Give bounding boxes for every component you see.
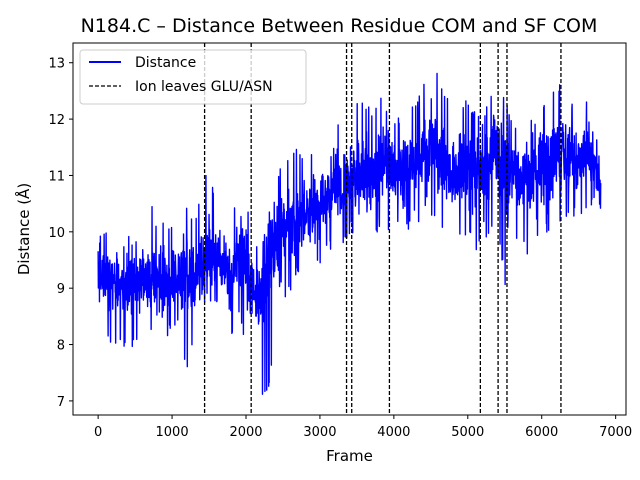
plot-area-frame xyxy=(72,42,627,416)
y-tick-label: 9 xyxy=(57,282,65,297)
y-axis: 7 8 9 10 11 12 13 xyxy=(48,57,73,410)
x-tick-label: 3000 xyxy=(303,425,336,440)
x-tick-label: 7000 xyxy=(599,425,632,440)
y-tick-label: 10 xyxy=(48,226,65,241)
y-tick-label: 8 xyxy=(57,339,65,354)
legend-box xyxy=(79,49,307,105)
legend-label-ion-leaves: Ion leaves GLU/ASN xyxy=(135,79,273,95)
x-axis-title: Frame xyxy=(326,447,373,465)
plot-data xyxy=(97,72,602,395)
series-line-distance xyxy=(97,72,602,395)
x-tick-label: 1000 xyxy=(156,425,189,440)
y-tick-label: 7 xyxy=(57,395,65,410)
chart-title: N184.C – Distance Between Residue COM an… xyxy=(81,15,598,37)
y-axis-title: Distance (Å) xyxy=(14,183,33,275)
x-tick-label: 4000 xyxy=(377,425,410,440)
y-tick-label: 12 xyxy=(48,113,65,128)
x-axis: 0 1000 2000 3000 4000 5000 6000 7000 xyxy=(94,415,632,440)
x-tick-label: 6000 xyxy=(525,425,558,440)
x-tick-label: 0 xyxy=(94,425,102,440)
event-markers xyxy=(203,43,562,415)
legend-label-distance: Distance xyxy=(135,55,196,71)
legend: Distance Ion leaves GLU/ASN xyxy=(79,49,307,105)
y-tick-label: 13 xyxy=(48,57,65,72)
y-tick-label: 11 xyxy=(48,169,65,184)
x-tick-label: 2000 xyxy=(229,425,262,440)
x-tick-label: 5000 xyxy=(451,425,484,440)
